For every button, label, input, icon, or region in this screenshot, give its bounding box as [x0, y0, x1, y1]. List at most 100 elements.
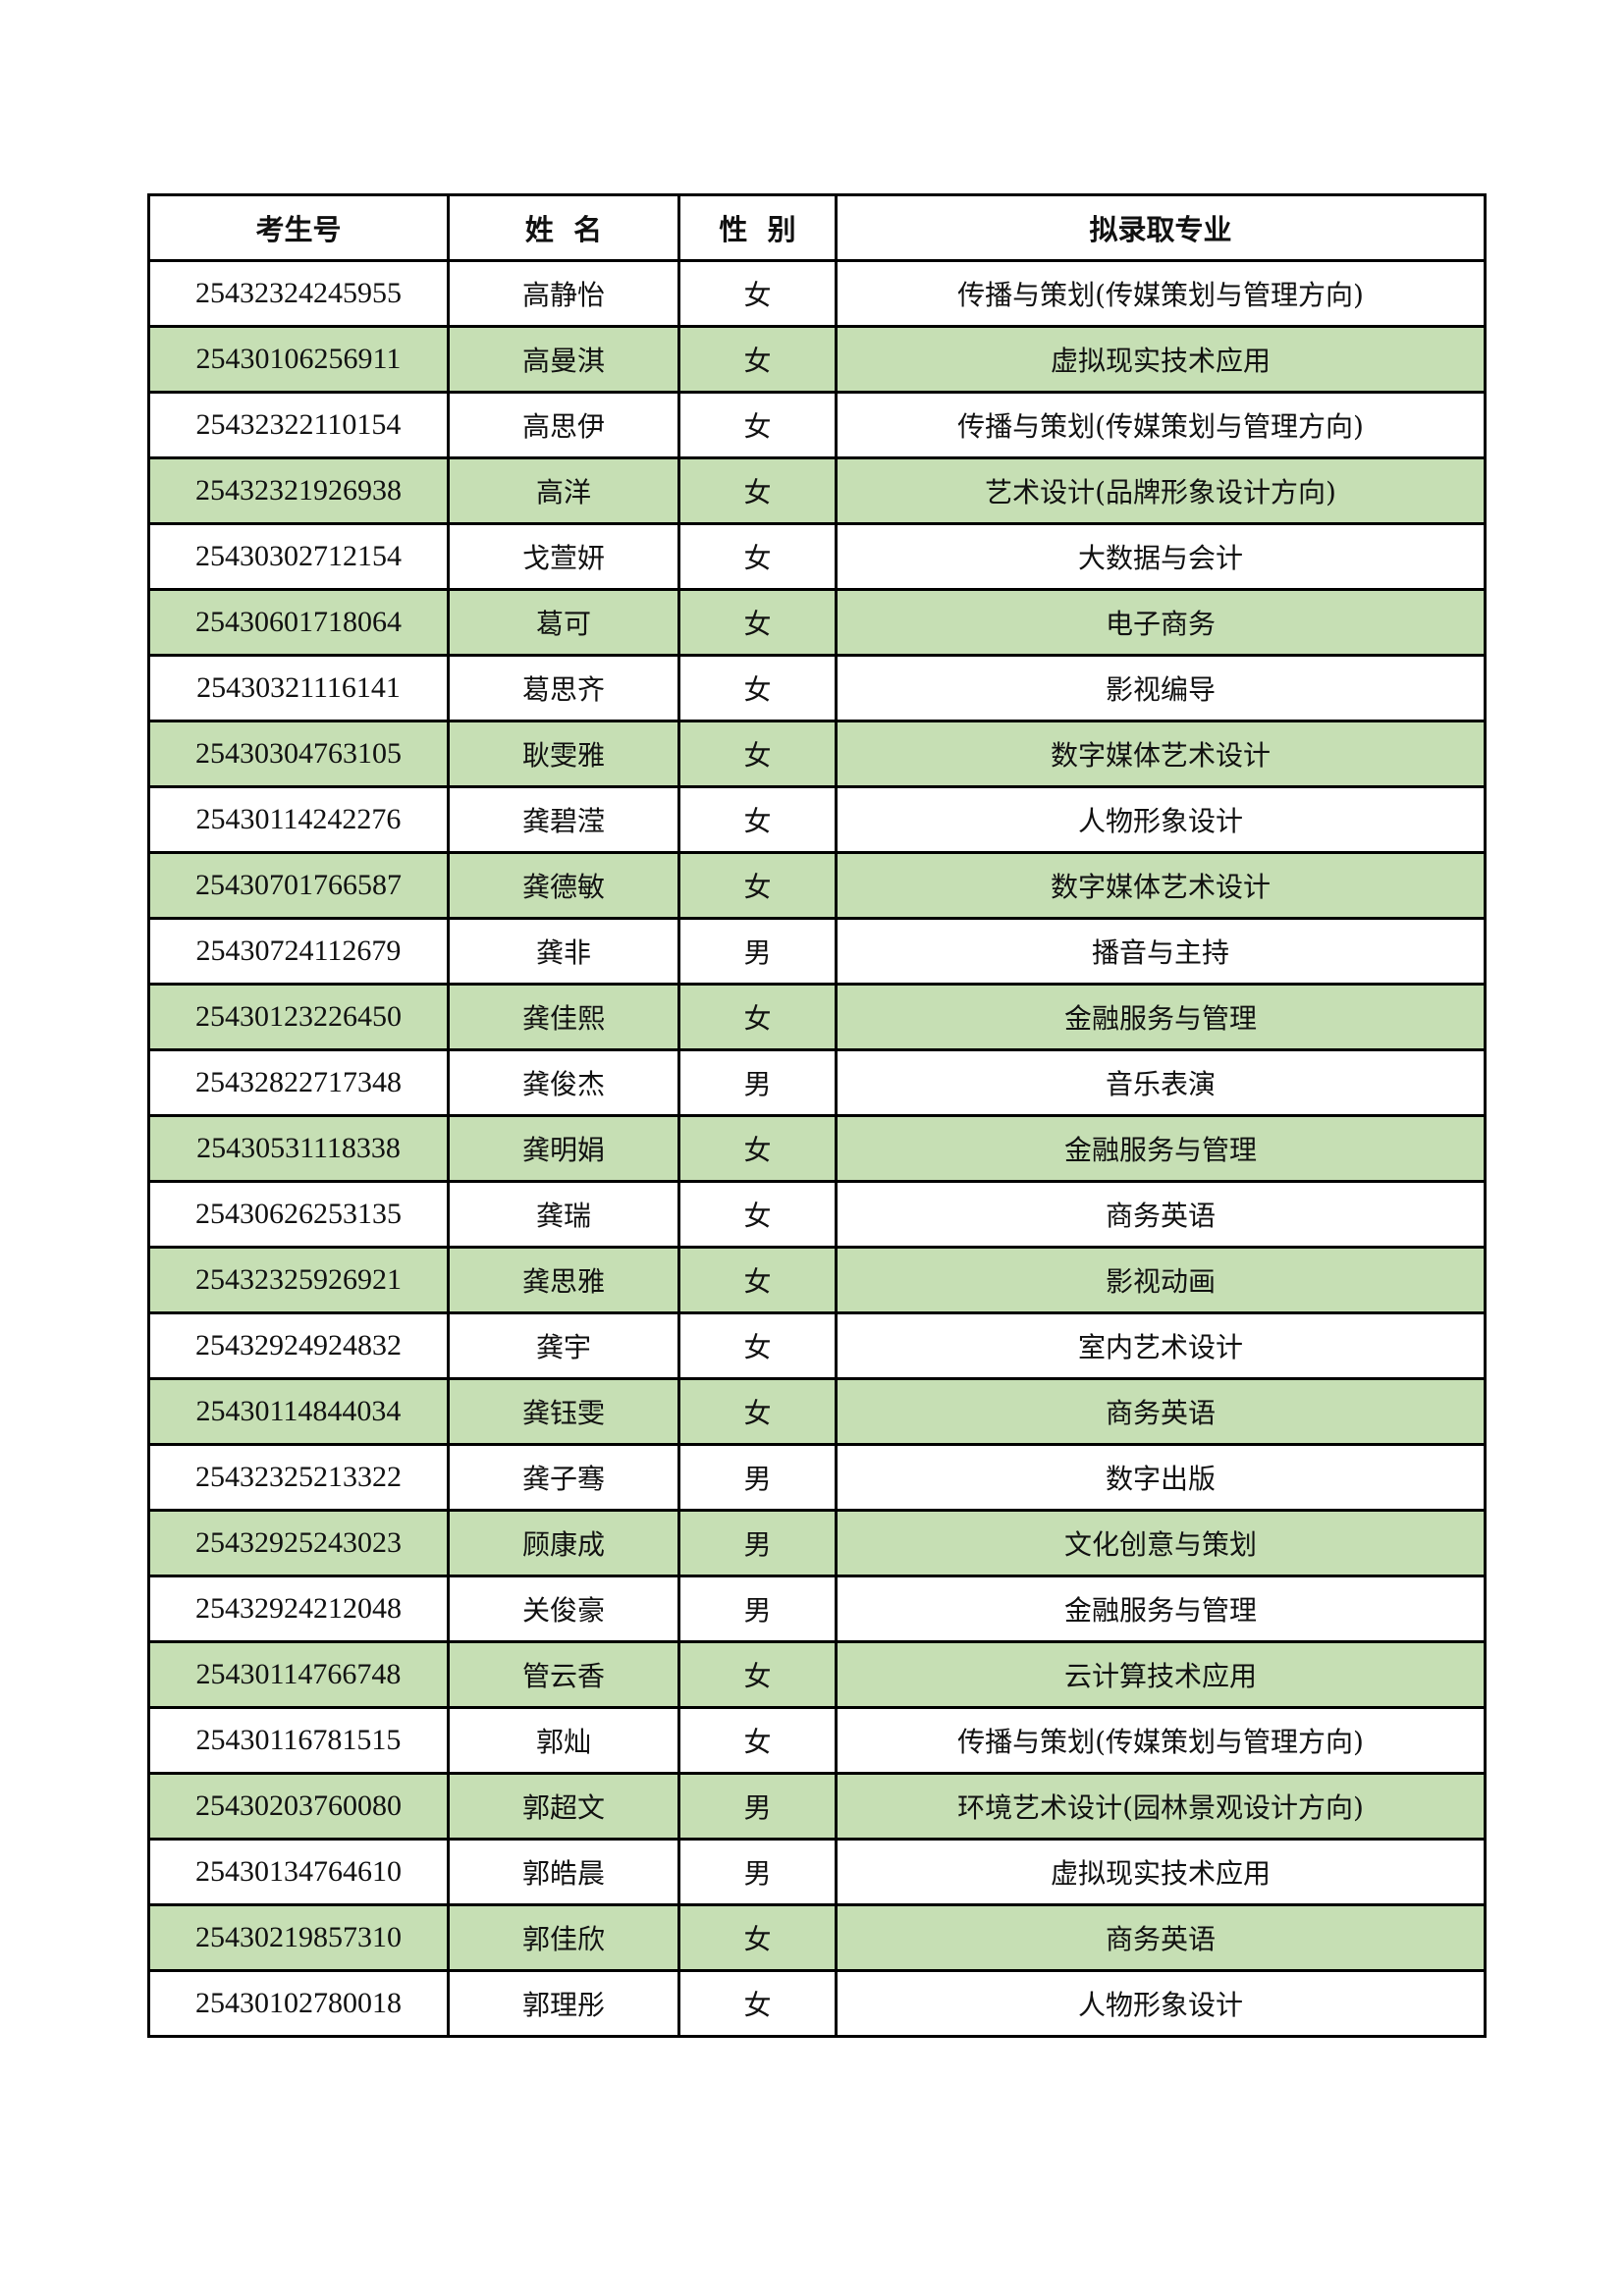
cell-name: 龚碧滢 — [447, 785, 680, 854]
cell-name: 管云香 — [447, 1640, 680, 1709]
cell-name: 龚思雅 — [447, 1246, 680, 1314]
cell-exam-id: 25432325926921 — [147, 1246, 450, 1314]
cell-exam-id: 25430203760080 — [147, 1772, 450, 1841]
table-row: 25430601718064 葛可女电子商务 — [147, 588, 1487, 657]
table-row: 25430531118338 龚明娟女金融服务与管理 — [147, 1114, 1487, 1183]
cell-name: 龚子骞 — [447, 1443, 680, 1512]
cell-gender: 女 — [677, 1377, 838, 1446]
cell-gender: 男 — [677, 1509, 838, 1577]
cell-name: 郭灿 — [447, 1706, 680, 1775]
cell-exam-id: 25432322110154 — [147, 391, 450, 459]
cell-exam-id: 25430114844034 — [147, 1377, 450, 1446]
cell-major: 商务英语 — [835, 1903, 1487, 1972]
cell-major: 虚拟现实技术应用 — [835, 325, 1487, 394]
table-row: 25430203760080 郭超文男环境艺术设计(园林景观设计方向) — [147, 1772, 1487, 1841]
table-row: 25432324245955 高静怡女传播与策划(传媒策划与管理方向) — [147, 259, 1487, 328]
cell-name: 耿雯雅 — [447, 720, 680, 788]
table-row: 25430134764610 郭皓晨男虚拟现实技术应用 — [147, 1838, 1487, 1906]
cell-name: 顾康成 — [447, 1509, 680, 1577]
cell-gender: 女 — [677, 1311, 838, 1380]
cell-exam-id: 25430321116141 — [147, 654, 450, 722]
cell-major: 数字媒体艺术设计 — [835, 720, 1487, 788]
cell-gender: 女 — [677, 522, 838, 591]
table-row: 25432924924832 龚宇女室内艺术设计 — [147, 1311, 1487, 1380]
cell-exam-id: 25432925243023 — [147, 1509, 450, 1577]
cell-name: 龚宇 — [447, 1311, 680, 1380]
header-major: 拟录取专业 — [835, 193, 1487, 262]
cell-gender: 女 — [677, 1969, 838, 2038]
cell-exam-id: 25430219857310 — [147, 1903, 450, 1972]
cell-gender: 男 — [677, 1772, 838, 1841]
cell-exam-id: 25430531118338 — [147, 1114, 450, 1183]
header-row: 考生号 姓 名 性 别 拟录取专业 — [147, 193, 1487, 262]
cell-gender: 男 — [677, 1048, 838, 1117]
cell-gender: 女 — [677, 720, 838, 788]
cell-name: 郭佳欣 — [447, 1903, 680, 1972]
table-row: 25432925243023 顾康成男文化创意与策划 — [147, 1509, 1487, 1577]
cell-major: 金融服务与管理 — [835, 1575, 1487, 1643]
cell-exam-id: 25430116781515 — [147, 1706, 450, 1775]
cell-name: 郭理彤 — [447, 1969, 680, 2038]
cell-exam-id: 25432325213322 — [147, 1443, 450, 1512]
table-row: 25432321926938 高洋女艺术设计(品牌形象设计方向) — [147, 456, 1487, 525]
cell-exam-id: 25432324245955 — [147, 259, 450, 328]
cell-name: 高洋 — [447, 456, 680, 525]
cell-major: 金融服务与管理 — [835, 1114, 1487, 1183]
cell-name: 龚钰雯 — [447, 1377, 680, 1446]
cell-exam-id: 25430114242276 — [147, 785, 450, 854]
cell-name: 龚俊杰 — [447, 1048, 680, 1117]
table-row: 25430302712154 戈萱妍女大数据与会计 — [147, 522, 1487, 591]
cell-name: 高思伊 — [447, 391, 680, 459]
table-row: 25430724112679 龚非男播音与主持 — [147, 917, 1487, 986]
cell-name: 葛可 — [447, 588, 680, 657]
cell-major: 环境艺术设计(园林景观设计方向) — [835, 1772, 1487, 1841]
table-row: 25430116781515 郭灿女传播与策划(传媒策划与管理方向) — [147, 1706, 1487, 1775]
cell-name: 龚佳熙 — [447, 983, 680, 1051]
table-row: 25430114242276 龚碧滢女人物形象设计 — [147, 785, 1487, 854]
cell-major: 数字媒体艺术设计 — [835, 851, 1487, 920]
table-row: 25430114766748 管云香女云计算技术应用 — [147, 1640, 1487, 1709]
cell-gender: 女 — [677, 1180, 838, 1249]
cell-gender: 女 — [677, 851, 838, 920]
cell-major: 商务英语 — [835, 1377, 1487, 1446]
cell-name: 郭超文 — [447, 1772, 680, 1841]
cell-exam-id: 25432924212048 — [147, 1575, 450, 1643]
cell-major: 电子商务 — [835, 588, 1487, 657]
table-row: 25430106256911 高曼淇女虚拟现实技术应用 — [147, 325, 1487, 394]
header-exam-id: 考生号 — [147, 193, 450, 262]
table-row: 25430321116141 葛思齐女影视编导 — [147, 654, 1487, 722]
cell-major: 室内艺术设计 — [835, 1311, 1487, 1380]
cell-gender: 女 — [677, 654, 838, 722]
cell-name: 葛思齐 — [447, 654, 680, 722]
table-row: 25430114844034 龚钰雯女商务英语 — [147, 1377, 1487, 1446]
table-row: 25430123226450 龚佳熙女金融服务与管理 — [147, 983, 1487, 1051]
cell-major: 传播与策划(传媒策划与管理方向) — [835, 259, 1487, 328]
cell-major: 人物形象设计 — [835, 785, 1487, 854]
cell-major: 播音与主持 — [835, 917, 1487, 986]
cell-name: 郭皓晨 — [447, 1838, 680, 1906]
cell-major: 金融服务与管理 — [835, 983, 1487, 1051]
cell-exam-id: 25430123226450 — [147, 983, 450, 1051]
table-row: 25430701766587 龚德敏女数字媒体艺术设计 — [147, 851, 1487, 920]
header-name: 姓 名 — [447, 193, 680, 262]
table-row: 25430626253135 龚瑞女商务英语 — [147, 1180, 1487, 1249]
table-row: 25432325213322 龚子骞男数字出版 — [147, 1443, 1487, 1512]
cell-gender: 女 — [677, 983, 838, 1051]
cell-exam-id: 25430114766748 — [147, 1640, 450, 1709]
cell-gender: 女 — [677, 1114, 838, 1183]
cell-gender: 男 — [677, 1838, 838, 1906]
cell-major: 大数据与会计 — [835, 522, 1487, 591]
cell-gender: 女 — [677, 456, 838, 525]
cell-major: 虚拟现实技术应用 — [835, 1838, 1487, 1906]
cell-name: 龚瑞 — [447, 1180, 680, 1249]
cell-major: 音乐表演 — [835, 1048, 1487, 1117]
cell-gender: 女 — [677, 259, 838, 328]
cell-exam-id: 25430106256911 — [147, 325, 450, 394]
cell-exam-id: 25432924924832 — [147, 1311, 450, 1380]
cell-gender: 男 — [677, 1575, 838, 1643]
cell-name: 高静怡 — [447, 259, 680, 328]
table-row: 25432924212048 关俊豪男金融服务与管理 — [147, 1575, 1487, 1643]
cell-major: 文化创意与策划 — [835, 1509, 1487, 1577]
cell-major: 商务英语 — [835, 1180, 1487, 1249]
cell-exam-id: 25430626253135 — [147, 1180, 450, 1249]
